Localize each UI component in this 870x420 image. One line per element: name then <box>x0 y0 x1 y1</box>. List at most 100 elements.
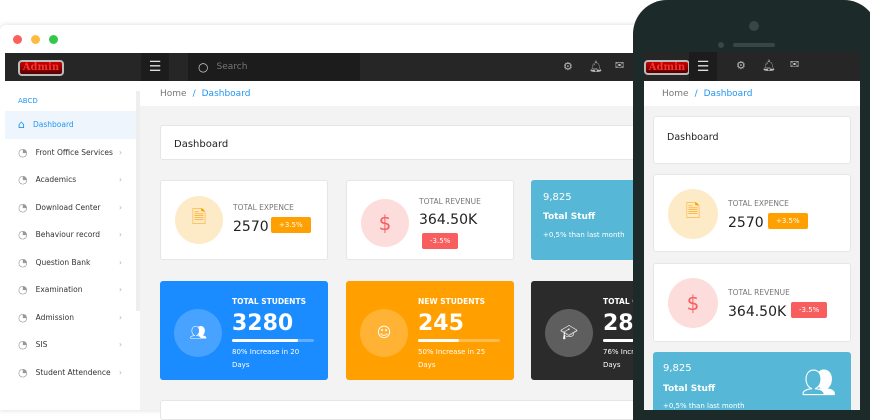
pie-chart-icon: ◔ <box>18 145 28 159</box>
chevron-right-icon: › <box>119 147 122 157</box>
new-students-card: ☺ NEW STUDENTS 245 50% Increase in 25 Da… <box>346 281 514 380</box>
stat-note: +0,5% than last month <box>663 402 745 410</box>
stat-value: 3280 <box>232 311 294 336</box>
sidebar-item-label: Academics <box>35 175 77 185</box>
stat-value: 2570 <box>233 219 269 235</box>
change-badge: +3.5% <box>768 213 808 229</box>
mobile-revenue-card: $ TOTAL REVENUE 364.50K -3.5% <box>653 263 851 342</box>
stat-label: TOTAL STUDENTS <box>232 297 306 306</box>
sidebar-scrollbar[interactable] <box>136 91 140 311</box>
hamburger-menu-icon[interactable]: ☰ <box>141 53 169 81</box>
sidebar-item-dashboard[interactable]: ⌂ Dashboard <box>5 111 140 139</box>
change-badge: -3.5% <box>791 302 828 318</box>
breadcrumb: Home / Dashboard <box>140 81 640 106</box>
pie-chart-icon: ◔ <box>18 173 28 187</box>
maximize-window-button[interactable] <box>49 35 58 44</box>
chevron-right-icon: › <box>119 340 122 350</box>
mobile-breadcrumb: Home / Dashboard <box>644 81 860 106</box>
phone-speaker <box>733 43 775 47</box>
users-icon: 👥︎ <box>801 366 837 399</box>
sidebar-item-academics[interactable]: ◔ Academics › <box>5 166 140 194</box>
chevron-right-icon: › <box>119 202 122 212</box>
total-expense-card: 🗎 TOTAL EXPENCE 2570 +3.5% <box>160 180 328 260</box>
sidebar-item-download-center[interactable]: ◔ Download Center › <box>5 194 140 222</box>
stat-note: +0,5% than last month <box>543 231 625 239</box>
users-icon: 👥︎ <box>174 309 222 357</box>
logo[interactable]: Admin <box>18 60 64 76</box>
gear-icon[interactable]: ⚙ <box>563 60 573 73</box>
sidebar-item-label: Admission <box>35 312 74 322</box>
stat-note: 50% Increase in 25 Days <box>418 348 486 369</box>
stat-label: NEW STUDENTS <box>418 297 486 306</box>
chevron-right-icon: › <box>119 312 122 322</box>
sidebar-item-label: Behaviour record <box>35 230 101 240</box>
progress-bar <box>418 339 500 342</box>
mobile-logo[interactable]: Admin <box>644 60 690 75</box>
sidebar-item-examination[interactable]: ◔ Examination › <box>5 276 140 304</box>
pie-chart-icon: ◔ <box>18 310 28 324</box>
sidebar-item-label: SIS <box>35 340 48 350</box>
mobile-expense-card: 🗎 TOTAL EXPENCE 2570 +3.5% <box>653 174 851 252</box>
pie-chart-icon: ◔ <box>18 228 28 242</box>
stat-label: TOTAL REVENUE <box>419 197 481 206</box>
stat-label: Total Stuff <box>663 384 716 394</box>
mobile-screen: Admin ☰ ⚙ 🔔︎ ✉ Home / Dashboard Dashboard … <box>644 52 860 410</box>
sidebar: ABCD ⌂ Dashboard ◔ Front Office Services › ◔ A… <box>5 81 140 381</box>
user-icon: ☺ <box>360 309 408 357</box>
breadcrumb-home[interactable]: Home <box>160 88 187 99</box>
mobile-gear-icon[interactable]: ⚙ <box>736 59 746 72</box>
stat-value: 28 <box>603 311 634 336</box>
stat-note: 80% Increase in 20 Days <box>232 348 300 369</box>
stat-value: 245 <box>418 311 464 336</box>
progress-bar <box>232 339 314 342</box>
sidebar-item-student-attendence[interactable]: ◔ Student Attendence › <box>5 359 140 387</box>
pie-chart-icon: ◔ <box>18 338 28 352</box>
stat-label: Total Stuff <box>543 212 596 222</box>
sidebar-item-behaviour-record[interactable]: ◔ Behaviour record › <box>5 221 140 249</box>
dollar-icon: $ <box>361 199 409 247</box>
dollar-icon: $ <box>668 278 718 328</box>
stat-label: TOTAL EXPENCE <box>728 199 789 208</box>
document-icon: 🗎 <box>175 196 223 244</box>
sidebar-section-label: ABCD <box>18 97 38 105</box>
sidebar-item-label: Download Center <box>35 202 101 212</box>
mail-icon[interactable]: ✉ <box>615 59 625 72</box>
chevron-right-icon: › <box>119 175 122 185</box>
stat-label: TOTAL C <box>603 297 638 306</box>
mobile-hamburger-menu-icon[interactable]: ☰ <box>689 52 717 81</box>
bell-icon[interactable]: 🔔︎ <box>589 60 603 73</box>
pie-chart-icon: ◔ <box>18 283 28 297</box>
pie-chart-icon: ◔ <box>18 255 28 269</box>
close-window-button[interactable] <box>13 35 22 44</box>
stat-note: 76% Incre <box>603 348 639 356</box>
chevron-right-icon: › <box>119 285 122 295</box>
mobile-mail-icon[interactable]: ✉ <box>790 58 800 71</box>
breadcrumb-current: Dashboard <box>201 88 251 99</box>
sidebar-item-question-bank[interactable]: ◔ Question Bank › <box>5 249 140 277</box>
breadcrumb-home[interactable]: Home <box>662 88 689 99</box>
phone-camera <box>749 21 759 31</box>
graduation-cap-icon: 🎓︎ <box>545 309 593 357</box>
sidebar-item-front-office-services[interactable]: ◔ Front Office Services › <box>5 139 140 167</box>
minimize-window-button[interactable] <box>31 35 40 44</box>
stat-note: Days <box>603 361 621 369</box>
mobile-staff-card: 9,825 Total Stuff +0,5% than last month … <box>653 352 851 410</box>
stat-label: TOTAL REVENUE <box>728 288 790 297</box>
mobile-bell-icon[interactable]: 🔔︎ <box>762 59 776 72</box>
phone-sensor <box>718 42 724 48</box>
sidebar-item-label: Examination <box>35 285 83 295</box>
document-icon: 🗎 <box>668 189 718 239</box>
page-title: Dashboard <box>160 125 640 160</box>
chevron-right-icon: › <box>119 367 122 377</box>
chevron-right-icon: › <box>119 257 122 267</box>
search-icon: ○ <box>198 60 209 74</box>
sidebar-item-sis[interactable]: ◔ SIS › <box>5 331 140 359</box>
pie-chart-icon: ◔ <box>18 200 28 214</box>
total-courses-card: 🎓︎ TOTAL C 28 76% Incre Days <box>531 281 641 380</box>
stat-value: 9,825 <box>663 363 692 374</box>
total-revenue-card: $ TOTAL REVENUE 364.50K -3.5% <box>346 180 514 260</box>
pie-chart-icon: ◔ <box>18 365 28 379</box>
sidebar-item-admission[interactable]: ◔ Admission › <box>5 304 140 332</box>
search-input[interactable]: ○ Search <box>188 53 360 81</box>
stat-value: 364.50K <box>728 304 787 320</box>
